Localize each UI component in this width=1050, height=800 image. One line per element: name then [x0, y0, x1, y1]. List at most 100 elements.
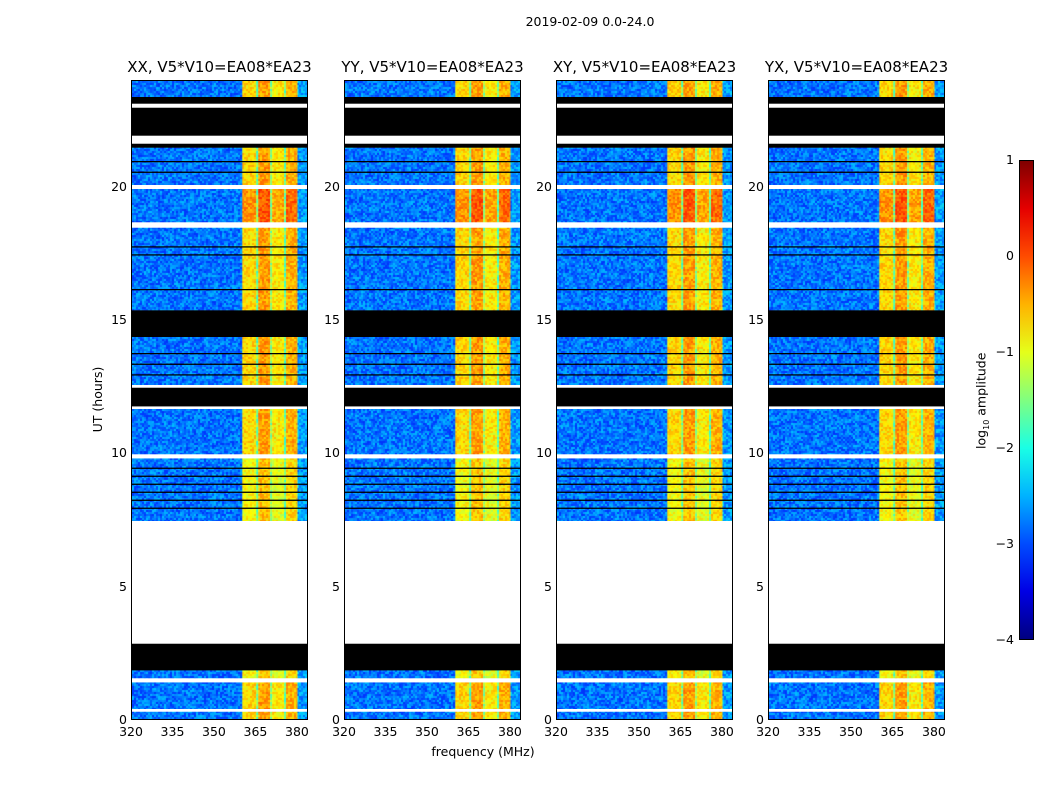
mask-segment — [557, 103, 732, 108]
mask-segment — [132, 135, 307, 144]
y-tick-label: 5 — [756, 578, 764, 594]
flag-line — [769, 483, 944, 485]
mask-segment — [345, 185, 520, 189]
flag-line — [345, 171, 520, 173]
mask-segment — [769, 103, 944, 108]
mask-segment — [557, 385, 732, 388]
flag-line — [769, 475, 944, 477]
flag-line — [769, 374, 944, 376]
y-tick-label: 10 — [748, 445, 764, 461]
colorbar-label-rest: amplitude — [973, 352, 989, 420]
mask-segment — [557, 185, 732, 189]
figure-title: 2019-02-09 0.0-24.0 — [525, 14, 655, 29]
mask-segment — [557, 222, 732, 228]
flag-line — [345, 483, 520, 485]
y-tick-label: 0 — [332, 712, 340, 727]
x-tick-label: 380 — [285, 724, 309, 739]
mask-segment — [345, 103, 520, 108]
spectrogram-panel — [768, 80, 945, 720]
colorbar-label-sub: 10 — [981, 419, 991, 430]
flag-line — [132, 374, 307, 376]
mask-segment — [345, 135, 520, 144]
flag-line — [345, 475, 520, 477]
flag-line — [132, 246, 307, 248]
y-tick-label: 10 — [324, 445, 340, 461]
flag-line — [345, 467, 520, 469]
flag-line — [769, 161, 944, 163]
mask-segment — [132, 406, 307, 409]
mask-segment — [345, 406, 520, 409]
x-tick-label: 350 — [839, 724, 863, 739]
flag-line — [769, 467, 944, 469]
mask-segment — [132, 678, 307, 683]
x-tick-label: 380 — [498, 724, 522, 739]
mask-segment — [132, 97, 307, 104]
spectrogram-panel — [344, 80, 521, 720]
mask-segment — [557, 97, 732, 104]
mask-segment — [769, 678, 944, 683]
x-tick-label: 350 — [202, 724, 226, 739]
mask-segment — [769, 143, 944, 148]
colorbar-tick-label: −4 — [995, 632, 1014, 647]
flag-line — [557, 475, 732, 477]
mask-segment — [557, 387, 732, 407]
x-tick-label: 350 — [627, 724, 651, 739]
mask-segment — [345, 310, 520, 337]
colorbar-tick-label: −1 — [995, 344, 1014, 359]
colorbar-label-main: log — [973, 429, 989, 449]
panel-title: XX, V5*V10=EA08*EA23 — [127, 58, 312, 76]
mask-segment — [132, 385, 307, 388]
mask-segment — [769, 521, 944, 644]
mask-segment — [769, 310, 944, 337]
mask-segment — [345, 385, 520, 388]
flag-line — [557, 507, 732, 509]
mask-segment — [132, 521, 307, 644]
colorbar-tick-label: −2 — [995, 440, 1014, 455]
y-tick-label: 0 — [544, 712, 552, 727]
flag-line — [557, 289, 732, 291]
y-tick-label: 15 — [111, 312, 127, 327]
y-tick-label: 5 — [544, 578, 552, 594]
x-tick-label: 380 — [710, 724, 734, 739]
y-tick-label: 5 — [119, 578, 127, 594]
flag-line — [132, 507, 307, 509]
y-tick-label: 20 — [536, 178, 552, 194]
flag-line — [769, 353, 944, 355]
mask-segment — [769, 709, 944, 712]
mask-segment — [557, 678, 732, 683]
flag-line — [132, 363, 307, 365]
mask-segment — [769, 107, 944, 136]
x-tick-label: 365 — [456, 724, 481, 739]
flag-line — [132, 353, 307, 355]
flag-line — [132, 467, 307, 469]
x-tick-label: 365 — [243, 724, 268, 739]
x-tick-label: 335 — [373, 724, 398, 739]
panel-title: YX, V5*V10=EA08*EA23 — [764, 58, 949, 76]
x-tick-label: 365 — [880, 724, 905, 739]
flag-line — [557, 467, 732, 469]
flag-line — [557, 353, 732, 355]
mask-segment — [345, 678, 520, 683]
flag-line — [557, 491, 732, 493]
flag-line — [132, 475, 307, 477]
mask-segment — [345, 454, 520, 459]
y-tick-label: 5 — [332, 578, 340, 594]
flag-line — [132, 254, 307, 256]
panel-title: XY, V5*V10=EA08*EA23 — [552, 58, 737, 76]
mask-segment — [345, 387, 520, 407]
mask-segment — [557, 107, 732, 136]
y-tick-label: 20 — [748, 178, 764, 194]
colorbar — [1019, 160, 1034, 640]
mask-segment — [132, 643, 307, 671]
flag-line — [345, 161, 520, 163]
spectrogram-panel — [556, 80, 733, 720]
y-tick-label: 10 — [536, 445, 552, 461]
spectrogram-panel — [131, 80, 308, 720]
x-tick-label: 320 — [119, 724, 143, 739]
mask-segment — [769, 135, 944, 144]
mask-segment — [132, 387, 307, 407]
mask-segment — [557, 135, 732, 144]
flag-line — [769, 171, 944, 173]
x-tick-label: 365 — [668, 724, 693, 739]
y-tick-label: 0 — [756, 712, 764, 727]
